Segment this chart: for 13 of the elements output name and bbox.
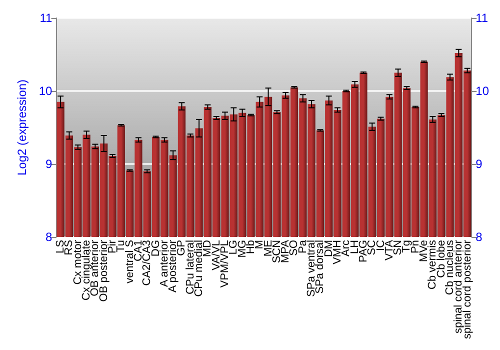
y-tick-label: 8 [46,230,53,244]
y-tick-label: 9 [46,156,53,171]
y2-tick-label: 9 [476,156,483,171]
y2-tick-label: 8 [476,230,483,244]
x-tick-label: spinal cord posterior [461,240,474,340]
y2-tick-label: 11 [476,11,488,25]
x-tick-label: Tg [400,240,413,253]
y-axis-title: Log2 (expression) [15,79,29,176]
x-tick-label: OB posterior [98,240,110,302]
y2-tick-label: 10 [476,84,490,98]
y-tick-label: 11 [40,11,53,25]
y-tick-label: 10 [38,84,53,98]
x-tick-label: A posterior [167,240,180,293]
